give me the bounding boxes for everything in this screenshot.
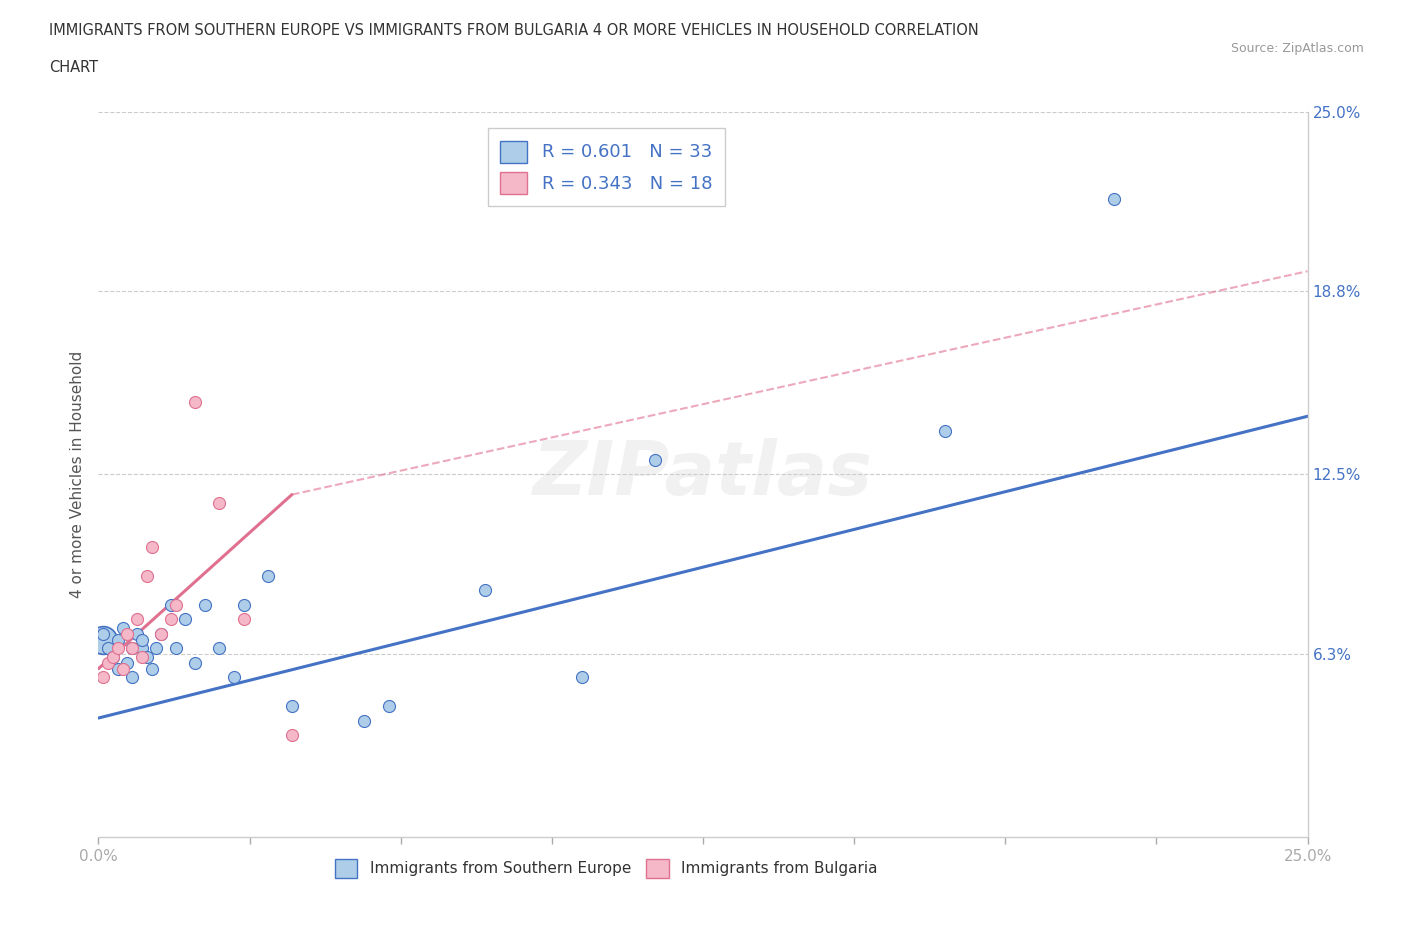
Point <box>281 728 304 743</box>
Point <box>222 670 245 684</box>
Point <box>1102 192 1125 206</box>
Point <box>256 568 278 583</box>
Point <box>91 632 114 647</box>
Point <box>353 713 375 728</box>
Point <box>934 423 956 438</box>
Text: Source: ZipAtlas.com: Source: ZipAtlas.com <box>1230 42 1364 55</box>
Point <box>232 612 254 627</box>
Point <box>174 612 197 627</box>
Point <box>165 597 187 612</box>
Point <box>107 661 129 676</box>
Point <box>121 670 143 684</box>
Point <box>121 641 143 656</box>
Point <box>91 627 114 642</box>
Point <box>165 641 187 656</box>
Point <box>184 656 207 671</box>
Point <box>91 670 114 684</box>
Point <box>150 627 173 642</box>
Point <box>135 568 157 583</box>
Point <box>184 394 207 409</box>
Legend: Immigrants from Southern Europe, Immigrants from Bulgaria: Immigrants from Southern Europe, Immigra… <box>329 853 884 884</box>
Point <box>571 670 593 684</box>
Text: IMMIGRANTS FROM SOUTHERN EUROPE VS IMMIGRANTS FROM BULGARIA 4 OR MORE VEHICLES I: IMMIGRANTS FROM SOUTHERN EUROPE VS IMMIG… <box>49 23 979 38</box>
Point <box>117 656 139 671</box>
Point <box>160 612 183 627</box>
Point <box>111 661 134 676</box>
Point <box>208 496 231 511</box>
Point <box>141 661 163 676</box>
Point <box>131 650 153 665</box>
Point <box>117 627 139 642</box>
Point <box>644 452 666 467</box>
Point <box>145 641 167 656</box>
Point <box>101 650 124 665</box>
Y-axis label: 4 or more Vehicles in Household: 4 or more Vehicles in Household <box>69 351 84 598</box>
Point <box>131 641 153 656</box>
Point <box>121 641 143 656</box>
Point <box>194 597 217 612</box>
Point <box>150 627 173 642</box>
Point <box>127 627 149 642</box>
Point <box>101 650 124 665</box>
Point <box>107 641 129 656</box>
Point <box>97 656 120 671</box>
Point <box>377 699 399 714</box>
Text: CHART: CHART <box>49 60 98 75</box>
Point <box>281 699 304 714</box>
Point <box>160 597 183 612</box>
Point <box>131 632 153 647</box>
Point <box>141 539 163 554</box>
Point <box>474 583 496 598</box>
Point <box>208 641 231 656</box>
Point <box>111 620 134 635</box>
Point <box>135 650 157 665</box>
Text: ZIPatlas: ZIPatlas <box>533 438 873 511</box>
Point <box>232 597 254 612</box>
Point <box>127 612 149 627</box>
Point <box>97 641 120 656</box>
Point <box>107 632 129 647</box>
